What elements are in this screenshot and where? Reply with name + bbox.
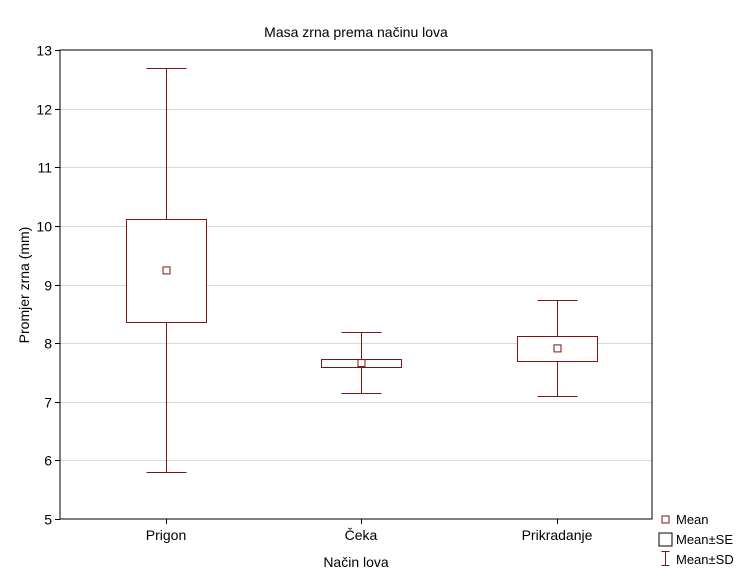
y-tick-label: 8 xyxy=(44,336,52,352)
x-axis-label: Način lova xyxy=(323,554,389,570)
legend-sd-label: Mean±SD xyxy=(676,552,734,567)
x-axis: Prigon Čeka Prikradanje xyxy=(146,519,593,543)
x-tick-label: Prigon xyxy=(146,527,186,543)
box-group-1 xyxy=(321,332,402,394)
legend-item-se: Mean±SE xyxy=(658,532,733,547)
legend-item-sd: Mean±SD xyxy=(661,551,734,567)
legend-se-label: Mean±SE xyxy=(676,532,733,547)
legend-mean-label: Mean xyxy=(676,512,709,527)
x-tick-label: Prikradanje xyxy=(522,527,593,543)
mean-marker xyxy=(357,359,366,368)
y-tick-label: 11 xyxy=(37,160,52,176)
box-group-0 xyxy=(126,68,207,473)
y-tick-label: 6 xyxy=(44,453,52,469)
mean-marker xyxy=(162,266,171,275)
legend: Mean Mean±SE Mean±SD xyxy=(658,512,734,567)
y-tick-label: 9 xyxy=(44,278,52,294)
plot-frame xyxy=(59,49,653,520)
y-axis: 5 6 7 8 9 10 11 12 13 xyxy=(36,43,60,528)
box-series xyxy=(126,68,598,473)
legend-mean-marker xyxy=(661,515,670,524)
legend-item-mean: Mean xyxy=(661,512,709,527)
x-tick-label: Čeka xyxy=(345,527,378,543)
y-tick-label: 5 xyxy=(44,512,52,528)
y-tick-label: 13 xyxy=(36,43,52,59)
y-tick-label: 7 xyxy=(44,395,52,411)
y-tick-label: 10 xyxy=(36,219,52,235)
chart-title: Masa zrna prema načinu lova xyxy=(264,24,448,40)
box-group-2 xyxy=(517,300,598,397)
legend-se-box-icon xyxy=(658,532,673,547)
y-axis-label: Promjer zrna (mm) xyxy=(16,227,32,344)
mean-marker xyxy=(553,344,562,353)
y-tick-label: 12 xyxy=(36,102,52,118)
